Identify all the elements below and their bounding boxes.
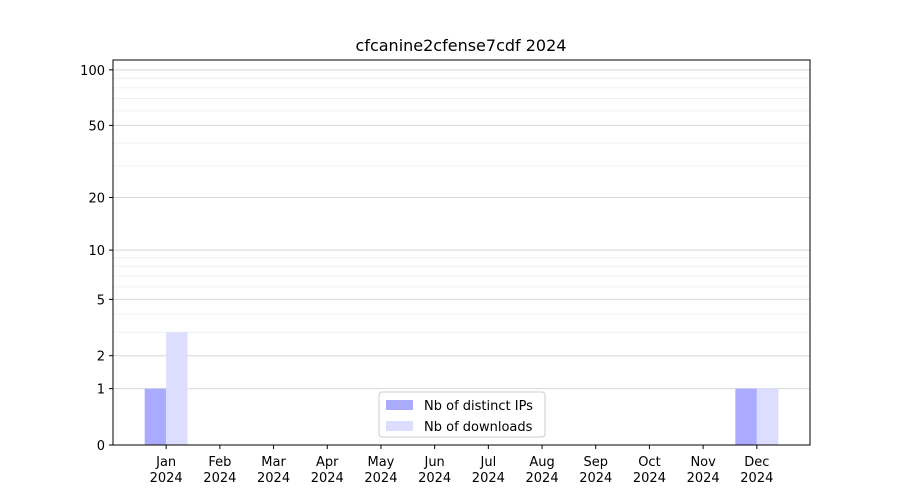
x-tick-label: Mar 2024 <box>257 455 290 486</box>
bar <box>756 388 779 445</box>
chart-title: cfcanine2cfense7cdf 2024 <box>356 36 567 55</box>
x-tick-label: Jun 2024 <box>418 455 451 486</box>
plot-frame <box>112 59 811 446</box>
x-tick-label: Jul 2024 <box>472 455 505 486</box>
x-tick-label: Feb 2024 <box>203 455 236 486</box>
y-tick-label: 20 <box>88 192 105 207</box>
legend-swatch <box>386 400 413 410</box>
y-tick-label: 5 <box>97 293 105 308</box>
legend-label: Nb of downloads <box>424 420 533 435</box>
legend-swatch <box>386 421 413 431</box>
y-tick-label: 0 <box>97 439 105 454</box>
y-tick-label: 2 <box>97 350 105 365</box>
x-tick-label: Aug 2024 <box>526 455 559 486</box>
legend-label: Nb of distinct IPs <box>424 399 533 414</box>
y-tick-label: 50 <box>88 119 105 134</box>
bar <box>735 388 757 445</box>
legend-box <box>378 391 546 438</box>
x-tick-label: Sep 2024 <box>579 455 612 486</box>
x-tick-label: May 2024 <box>364 455 397 486</box>
y-tick-label: 1 <box>97 383 105 398</box>
x-tick-label: Apr 2024 <box>311 455 344 486</box>
y-tick-label: 100 <box>80 64 105 79</box>
x-tick-label: Oct 2024 <box>633 455 666 486</box>
y-tick-label: 10 <box>88 244 105 259</box>
bar <box>144 388 167 445</box>
bar <box>166 332 188 445</box>
x-tick-label: Jan 2024 <box>150 455 183 486</box>
x-tick-label: Nov 2024 <box>687 455 720 486</box>
x-tick-label: Dec 2024 <box>740 455 773 486</box>
